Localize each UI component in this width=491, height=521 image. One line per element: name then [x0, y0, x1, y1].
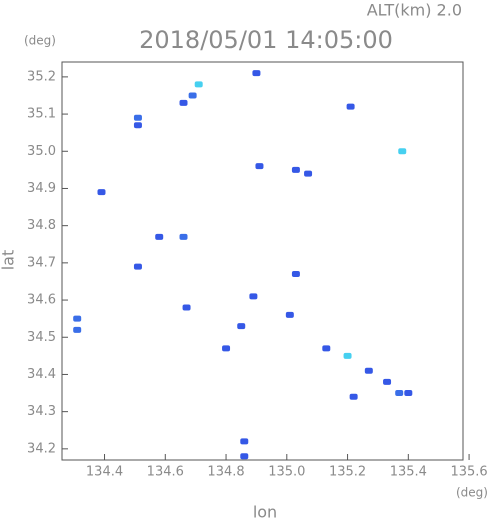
- echo-point: [291, 166, 300, 173]
- y-tick-label: 34.4: [27, 367, 56, 382]
- x-axis-label: lon: [253, 503, 277, 521]
- echo-point: [304, 170, 313, 177]
- x-tick-label: 135.2: [329, 465, 366, 480]
- echo-point: [179, 99, 188, 106]
- x-tick-label: 135.6: [450, 465, 487, 480]
- echo-point: [322, 345, 331, 352]
- chart-title: 2018/05/01 14:05:00: [139, 26, 393, 54]
- echo-point: [222, 345, 231, 352]
- echo-point: [188, 92, 197, 99]
- echo-point: [133, 122, 142, 129]
- y-tick-label: 34.6: [27, 293, 56, 308]
- y-tick-label: 34.9: [27, 181, 56, 196]
- echo-point: [194, 81, 203, 88]
- echo-point: [73, 326, 82, 333]
- echo-point: [285, 311, 294, 318]
- echo-point: [182, 304, 191, 311]
- echo-point: [133, 263, 142, 270]
- echo-point: [255, 163, 264, 170]
- echo-point: [133, 114, 142, 121]
- echo-point: [249, 293, 258, 300]
- echo-point: [179, 233, 188, 240]
- plot-frame: [61, 61, 464, 461]
- y-tick-label: 34.2: [27, 441, 56, 456]
- echo-point: [73, 315, 82, 322]
- x-tick-label: 134.4: [86, 465, 123, 480]
- y-tick-label: 35.1: [27, 107, 56, 122]
- echo-point: [349, 393, 358, 400]
- y-axis-label: lat: [0, 250, 18, 271]
- y-tick-label: 35.2: [27, 69, 56, 84]
- echo-point: [252, 70, 261, 77]
- echo-point: [240, 438, 249, 445]
- y-tick-label: 34.5: [27, 330, 56, 345]
- echo-point: [291, 271, 300, 278]
- echo-point: [155, 233, 164, 240]
- echo-point: [398, 148, 407, 155]
- echo-point: [240, 453, 249, 460]
- x-tick-label: 134.6: [147, 465, 184, 480]
- x-unit: (deg): [456, 486, 488, 500]
- echo-point: [395, 390, 404, 397]
- y-tick-label: 35.0: [27, 144, 56, 159]
- y-tick-label: 34.8: [27, 218, 56, 233]
- x-tick-label: 134.8: [207, 465, 244, 480]
- y-tick-label: 34.3: [27, 404, 56, 419]
- echo-point: [346, 103, 355, 110]
- echo-point: [237, 323, 246, 330]
- y-tick-label: 34.7: [27, 255, 56, 270]
- echo-point: [364, 367, 373, 374]
- echo-point: [343, 352, 352, 359]
- echo-point: [404, 390, 413, 397]
- x-tick-label: 135.4: [390, 465, 427, 480]
- echo-point: [97, 189, 106, 196]
- y-unit: (deg): [24, 34, 56, 48]
- echo-point: [383, 378, 392, 385]
- chart-subtitle: ALT(km) 2.0: [367, 1, 462, 20]
- x-tick-label: 135.0: [268, 465, 305, 480]
